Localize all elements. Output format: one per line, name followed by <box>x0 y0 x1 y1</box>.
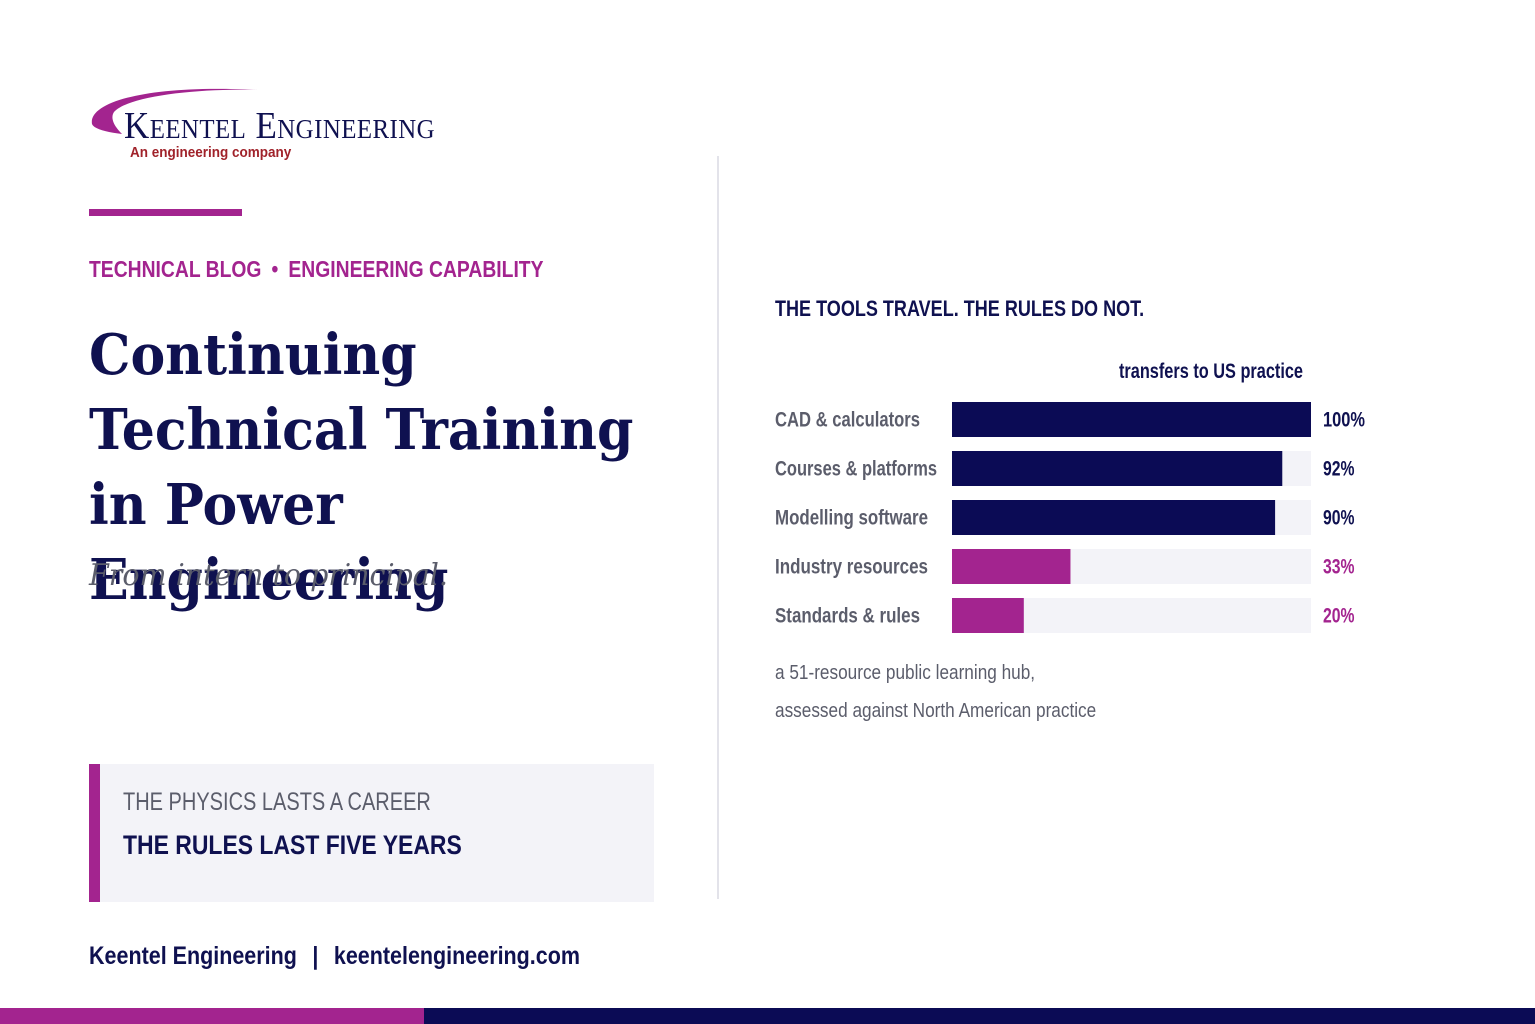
bar-label: Modelling software <box>775 507 928 530</box>
company-logo: Keentel Engineering An engineering compa… <box>88 82 518 172</box>
bar-label: Industry resources <box>775 556 928 579</box>
bar <box>952 402 1311 437</box>
footer-website-link[interactable]: keentelengineering.com <box>333 942 580 970</box>
kicker-category: TECHNICAL BLOG <box>89 256 262 282</box>
bottom-bar-magenta <box>0 1008 424 1024</box>
value-column-header: transfers to US practice <box>1119 360 1303 383</box>
chart-heading: THE TOOLS TRAVEL. THE RULES DO NOT. <box>775 296 1145 321</box>
footer-separator: | <box>312 942 319 970</box>
footer-company: Keentel Engineering <box>89 942 297 970</box>
bar-chart: transfers to US practice CAD & calculator… <box>775 360 1365 633</box>
logo-wordmark: Keentel Engineering <box>124 105 436 147</box>
bar-value-label: 33% <box>1323 556 1355 579</box>
kicker: TECHNICAL BLOG • ENGINEERING CAPABILITY <box>89 256 544 283</box>
logo-tagline: An engineering company <box>130 144 292 161</box>
vertical-divider <box>717 156 719 899</box>
callout-line-1: THE PHYSICS LASTS A CAREER <box>123 788 431 816</box>
page-subtitle: From intern to principal. <box>89 558 448 593</box>
kicker-separator: • <box>271 256 279 282</box>
bar-value-label: 92% <box>1323 458 1355 481</box>
bar-value-label: 100% <box>1323 409 1365 432</box>
bar <box>952 500 1276 535</box>
chart-note-line-1: a 51-resource public learning hub, <box>775 662 1036 684</box>
bar <box>952 598 1024 633</box>
bar-label: Standards & rules <box>775 605 920 628</box>
footer: Keentel Engineering | keentelengineering.c… <box>89 942 580 971</box>
bar <box>952 549 1071 584</box>
bar-value-label: 90% <box>1323 507 1355 530</box>
bottom-bar-navy <box>424 1008 1535 1024</box>
bar-label: Courses & platforms <box>775 458 937 481</box>
page-title: Continuing Technical Training in Power E… <box>89 322 634 613</box>
kicker-topic: ENGINEERING CAPABILITY <box>288 256 544 282</box>
bar <box>952 451 1283 486</box>
logo-swoosh-icon <box>91 88 258 134</box>
chart-note-line-2: assessed against North American practice <box>775 700 1097 722</box>
bar-label: CAD & calculators <box>775 409 920 432</box>
chart-note: a 51-resource public learning hub, asses… <box>775 654 1096 730</box>
callout-line-2: THE RULES LAST FIVE YEARS <box>123 830 462 860</box>
bar-value-label: 20% <box>1323 605 1355 628</box>
accent-rule <box>89 209 242 216</box>
callout-box: THE PHYSICS LASTS A CAREER THE RULES LAS… <box>89 764 654 902</box>
